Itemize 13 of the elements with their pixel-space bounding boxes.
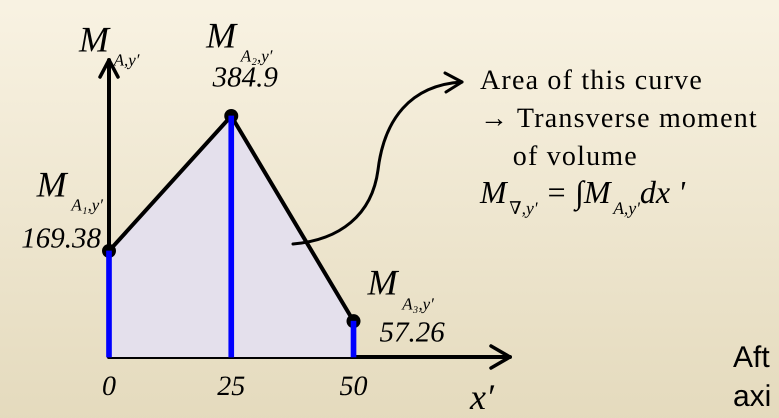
y-axis-title: M$_{A,y′}$ [79,20,140,70]
annotation: M$_{A₁,y′}$ [36,164,103,216]
annotation: M$_{A₂,y′}$ [206,16,272,66]
data-label: 57.26 [380,316,445,349]
x-tick-label: 50 [340,371,368,402]
x-axis-title: x′ [470,377,494,417]
x-tick-label: 25 [217,371,246,402]
annotation: M$_{∇,y'}$ = ∫M$_{A,y'}$dx ' [480,174,685,218]
x-tick-label: 0 [102,371,116,402]
text: Aft axi [733,340,772,415]
data-label: 169.38 [21,222,101,254]
annotation: Area of this curve → Transverse moment of volume [480,65,758,172]
annotation: M$_{A₃,y′}$ [368,262,434,314]
